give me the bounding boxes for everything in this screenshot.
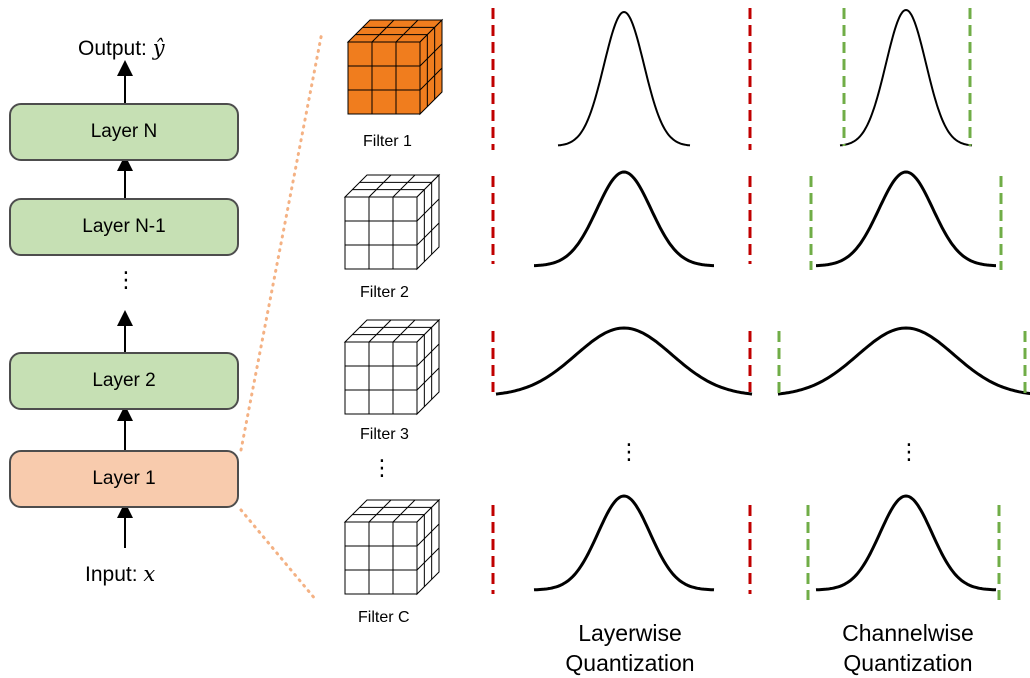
channelwise-curve-3: [777, 326, 1030, 396]
connector-bottom: [239, 508, 318, 602]
layerwise-caption-line1: Layerwise: [578, 620, 682, 646]
quantization-ranges: [491, 8, 1027, 600]
channelwise-caption-line2: Quantization: [843, 650, 973, 676]
filter-1-cube: [346, 18, 444, 116]
filter-1-label: Filter 1: [363, 133, 412, 150]
layerwise-curve-c: [533, 494, 715, 592]
layer-n-1-box: Layer N-1: [9, 198, 239, 256]
zoom-connectors: [239, 30, 324, 602]
network-ellipsis: ⋮: [115, 267, 137, 292]
connector-top: [239, 30, 324, 452]
layer-1-label: Layer 1: [92, 468, 156, 489]
filter-c-cube: [343, 498, 441, 596]
filter-c-label: Filter C: [358, 609, 410, 626]
layerwise-caption-line2: Quantization: [565, 650, 695, 676]
input-label: Input: x: [85, 562, 156, 586]
layer-2-box: Layer 2: [9, 352, 239, 410]
layerwise-caption: Layerwise Quantization: [530, 618, 730, 678]
layer-n-box: Layer N: [9, 103, 239, 161]
layer-2-label: Layer 2: [92, 370, 156, 391]
layerwise-curve-2: [534, 170, 714, 268]
filters-ellipsis: ⋮: [371, 455, 393, 480]
layerwise-ellipsis: ⋮: [618, 439, 640, 464]
channelwise-caption: Channelwise Quantization: [808, 618, 1008, 678]
layerwise-curve-3: [495, 326, 753, 396]
channelwise-curve-1: [839, 8, 973, 147]
filter-cubes: [343, 18, 444, 596]
distribution-curves: [495, 8, 1030, 592]
output-symbol: ŷ: [152, 36, 165, 60]
filter-2-label: Filter 2: [360, 284, 409, 301]
channelwise-caption-line1: Channelwise: [842, 620, 974, 646]
layerwise-curve-1: [557, 10, 691, 147]
output-label: Output: ŷ: [78, 36, 165, 60]
input-symbol: x: [143, 562, 156, 586]
channelwise-curve-c: [815, 494, 997, 592]
filter-2-cube: [343, 173, 441, 271]
channelwise-ellipsis: ⋮: [898, 439, 920, 464]
filter-3-cube: [343, 318, 441, 416]
channelwise-curve-2: [816, 170, 996, 268]
layer-n-label: Layer N: [90, 121, 158, 142]
filter-3-label: Filter 3: [360, 426, 409, 443]
layer-1-box: Layer 1: [9, 450, 239, 508]
layer-n-1-label: Layer N-1: [82, 216, 166, 237]
